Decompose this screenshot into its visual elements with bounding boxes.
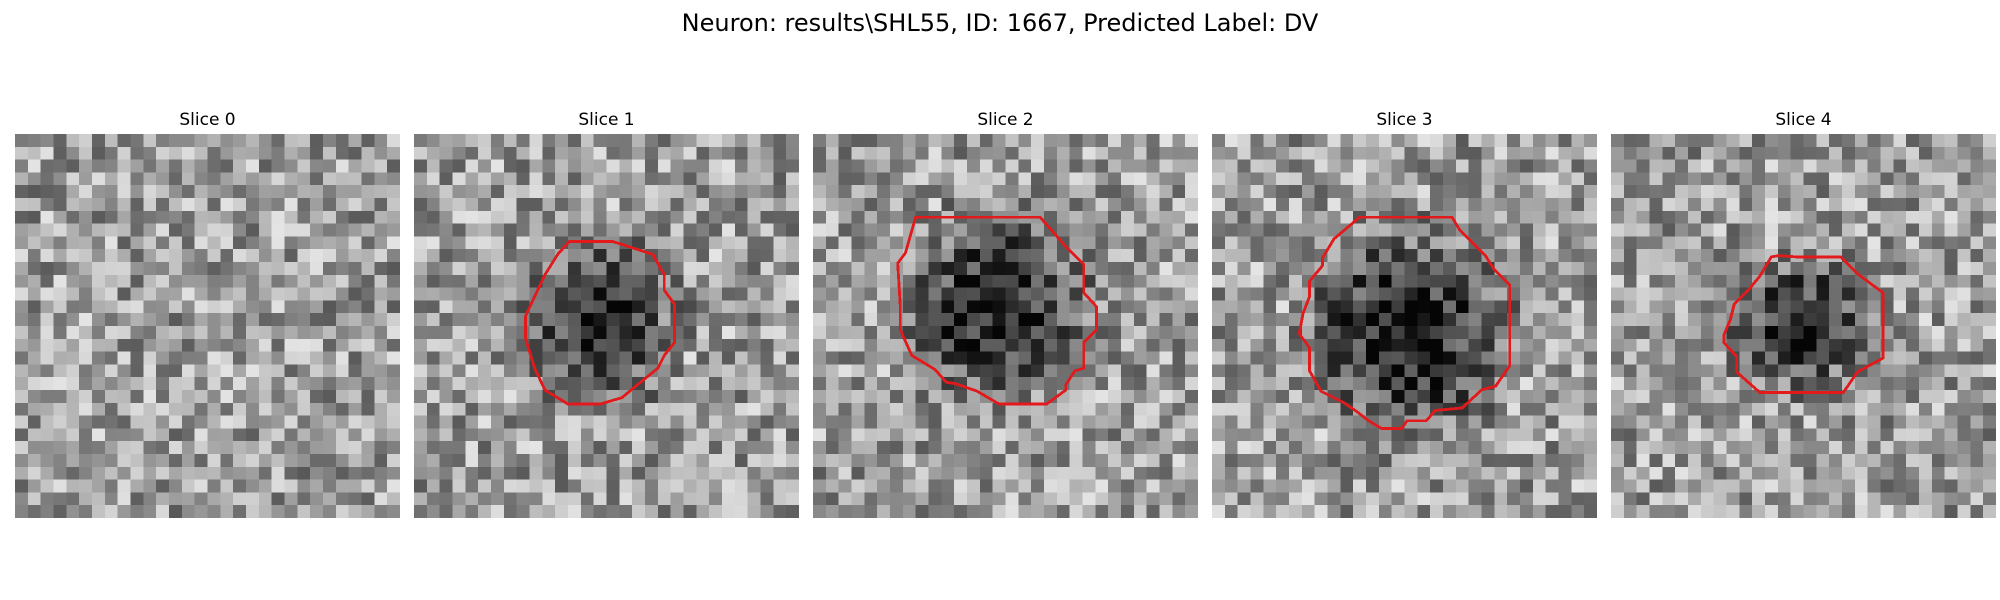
slice-image [1212,134,1597,518]
segmentation-contour [896,215,1099,406]
slice-image [414,134,799,518]
figure-title: Neuron: results\SHL55, ID: 1667, Predict… [681,9,1319,37]
segmentation-contour [1722,254,1885,394]
slice-title: Slice 3 [1376,110,1433,130]
slice-title: Slice 2 [977,110,1034,130]
pixel-grid [15,134,400,518]
slice-image-svg [813,134,1198,518]
slice-title: Slice 0 [179,110,236,130]
pixel-grid [813,134,1198,518]
segmentation-contour [1297,215,1512,430]
slice-title: Slice 1 [578,110,635,130]
slice-title: Slice 4 [1775,110,1832,130]
pixel-grid [1212,134,1597,518]
slice-image-svg [1212,134,1597,518]
slice-image [15,134,400,518]
slice-image-svg [414,134,799,518]
pixel-grid [1611,134,1996,518]
pixel-grid [414,134,799,518]
segmentation-contour [524,240,676,406]
slice-image-svg [1611,134,1996,518]
slice-image [1611,134,1996,518]
slice-image-svg [15,134,400,518]
slice-image [813,134,1198,518]
